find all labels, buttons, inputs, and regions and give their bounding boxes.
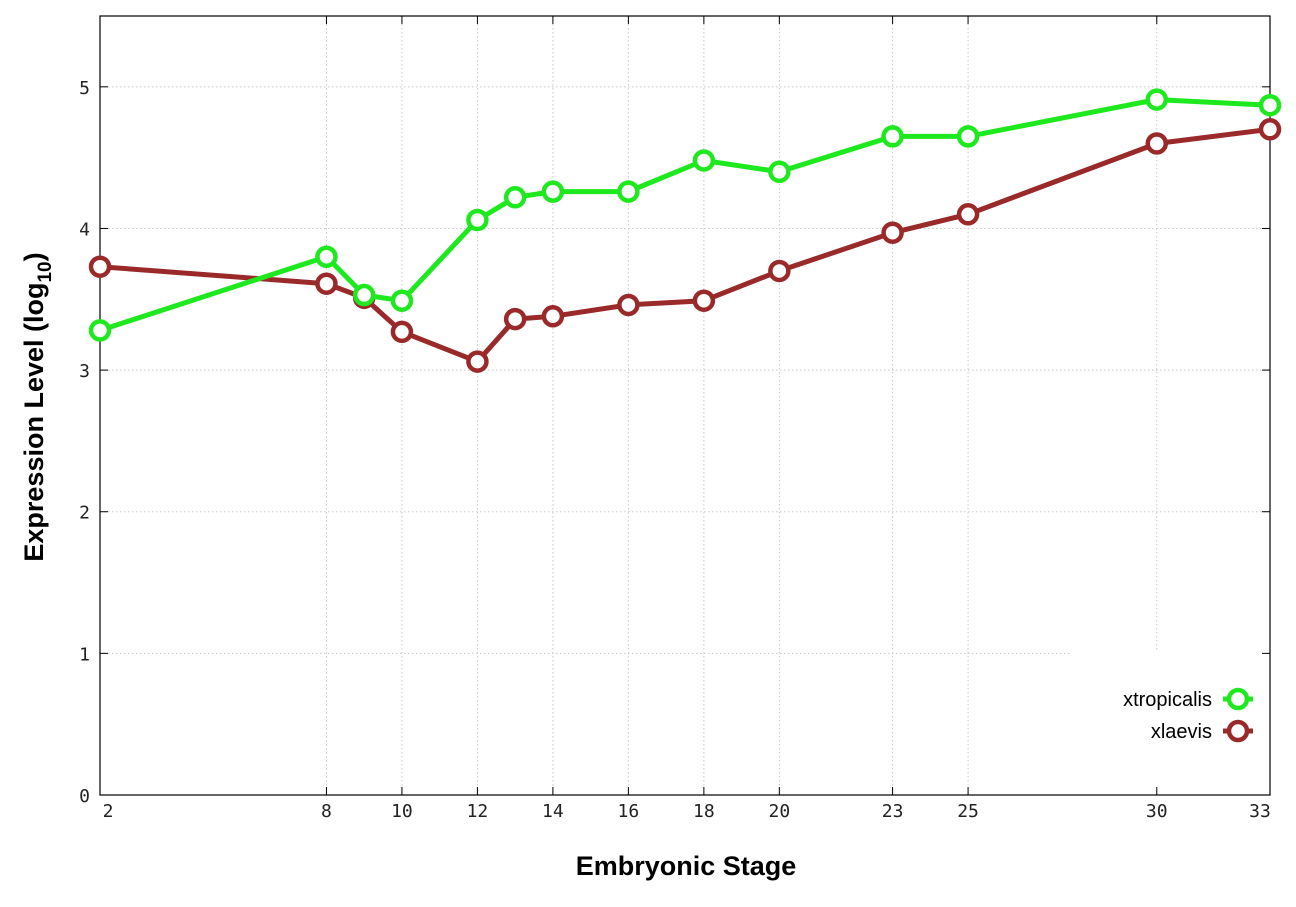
data-point-xlaevis (617, 293, 640, 317)
data-point-xtropicalis (881, 125, 904, 148)
data-point-xtropicalis (390, 289, 414, 312)
data-point-xlaevis (1145, 132, 1169, 155)
series-line-xlaevis (97, 126, 1273, 365)
data-point-xtropicalis (692, 149, 716, 172)
data-point-xlaevis (541, 305, 565, 328)
data-point-xtropicalis (1258, 93, 1282, 117)
data-point-xlaevis (1258, 118, 1282, 141)
data-point-xlaevis (881, 221, 904, 244)
data-point-xlaevis (956, 203, 980, 226)
y-tick-label: 0 (79, 786, 90, 807)
data-point-xtropicalis (466, 208, 489, 232)
y-axis-title-close: ) (19, 252, 49, 261)
data-point-xtropicalis (956, 125, 980, 148)
data-point-xlaevis (503, 307, 527, 331)
legend-label-xtropicalis: xtropicalis (1123, 689, 1212, 711)
x-tick-label: 14 (542, 801, 564, 822)
data-point-xlaevis (390, 320, 414, 344)
data-point-xtropicalis (503, 186, 527, 209)
legend-swatch-marker-xtropicalis (1226, 687, 1250, 711)
x-tick-label: 8 (321, 801, 332, 822)
data-point-xlaevis (315, 272, 338, 295)
x-tick-label: 33 (1249, 801, 1271, 822)
x-tick-label: 12 (467, 801, 489, 822)
x-axis-title: Embryonic Stage (576, 851, 797, 881)
data-point-xtropicalis (541, 180, 565, 203)
x-tick-label: 23 (882, 801, 904, 822)
x-tick-label: 16 (618, 801, 640, 822)
data-point-xtropicalis (315, 245, 338, 269)
x-tick-label: 10 (391, 801, 413, 822)
legend: xtropicalis xlaevis (1123, 687, 1253, 743)
legend-label-xlaevis: xlaevis (1151, 721, 1212, 743)
series-line-xtropicalis (97, 97, 1273, 333)
data-point-xtropicalis (617, 180, 640, 203)
y-tick-label: 3 (79, 361, 90, 382)
data-point-xtropicalis (88, 319, 112, 342)
data-point-xtropicalis (768, 160, 791, 184)
data-point-xtropicalis (1145, 88, 1169, 111)
x-tick-label: 30 (1146, 801, 1168, 822)
y-tick-label: 2 (79, 503, 90, 524)
data-point-xlaevis (692, 289, 716, 312)
data-point-xtropicalis (352, 283, 376, 307)
y-axis-title: Expression Level (log10) (19, 252, 56, 561)
x-tick-label: 18 (693, 801, 715, 822)
x-tick-label: 2 (103, 801, 114, 822)
y-axis-title-subscript: 10 (35, 261, 56, 282)
series-layer (88, 88, 1282, 373)
y-axis-title-main: Expression Level (log (19, 283, 49, 562)
grid-lines (100, 16, 1270, 795)
x-tick-label: 20 (769, 801, 791, 822)
y-tick-label: 5 (79, 78, 90, 99)
plot-frame (99, 15, 1271, 796)
data-point-xlaevis (466, 350, 489, 373)
x-tick-label: 25 (957, 801, 979, 822)
data-point-xlaevis (88, 255, 112, 278)
y-tick-label: 1 (79, 644, 90, 665)
legend-swatch-marker-xlaevis (1226, 719, 1250, 743)
data-point-xlaevis (768, 259, 791, 283)
y-tick-label: 4 (79, 219, 90, 240)
